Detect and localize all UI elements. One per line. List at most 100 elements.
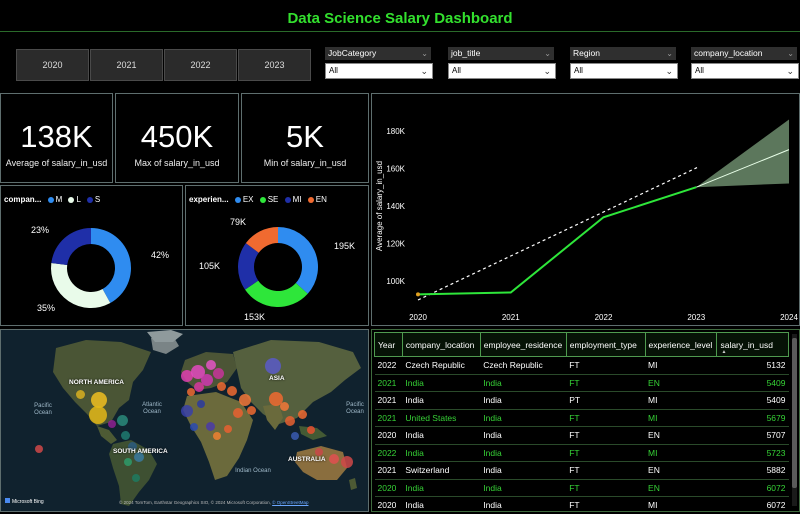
table-scrollbar-thumb[interactable] — [792, 338, 797, 488]
map-bubble[interactable] — [224, 425, 232, 433]
map-bubble[interactable] — [285, 416, 295, 426]
map-bubble[interactable] — [217, 382, 226, 391]
table-row[interactable]: 2022 India India FT MI 5723 — [374, 444, 789, 462]
column-header-employee-residence[interactable]: employee_residence — [479, 332, 567, 357]
map-bubble[interactable] — [341, 456, 353, 468]
map-bubble[interactable] — [124, 458, 132, 466]
year-button-2023[interactable]: 2023 — [238, 49, 311, 81]
experience-label-mi: 105K — [199, 261, 221, 271]
year-button-2022[interactable]: 2022 — [164, 49, 237, 81]
map-bubble[interactable] — [194, 382, 204, 392]
sort-ascending-icon[interactable]: ▲ — [721, 349, 727, 355]
salary-map-panel[interactable]: NORTH AMERICA ASIA SOUTH AMERICA AUSTRAL… — [0, 329, 369, 512]
company-size-slice[interactable] — [50, 262, 111, 308]
world-map[interactable] — [1, 330, 369, 512]
slicer-jobcategory-dropdown[interactable]: All ⌄ — [325, 63, 433, 79]
table-cell: India — [402, 374, 481, 392]
column-header-employment-type[interactable]: employment_type — [565, 332, 646, 357]
legend-dot-en — [307, 196, 314, 203]
experience-slice[interactable] — [238, 243, 259, 290]
table-row[interactable]: 2020 India India FT MI 6072 — [374, 496, 789, 511]
table-cell: India — [480, 479, 567, 497]
table-row[interactable]: 2021 Switzerland India FT EN 5882 — [374, 461, 789, 480]
chevron-down-icon: ⌄ — [786, 66, 794, 76]
map-bubble[interactable] — [329, 454, 339, 464]
year-button-2021[interactable]: 2021 — [90, 49, 163, 81]
map-bubble[interactable] — [181, 405, 193, 417]
slicer-region-dropdown[interactable]: All ⌄ — [570, 63, 678, 79]
column-header-salary[interactable]: salary_in_usd ▲ — [716, 332, 789, 357]
kpi-max-value: 450K — [140, 119, 214, 154]
map-bubble[interactable] — [265, 358, 281, 374]
table-row[interactable]: 2021 India India FT EN 5409 — [374, 374, 789, 392]
map-bubble[interactable] — [91, 392, 107, 408]
salary-trend-chart[interactable]: 100K 120K 140K 160K 180K 2020 2021 2022 2023 2024… — [372, 94, 799, 325]
salary-trend-chart-panel[interactable]: 100K 120K 140K 160K 180K 2020 2021 2022 2023 2024… — [371, 93, 800, 326]
map-bubble[interactable] — [35, 445, 43, 453]
map-bubble[interactable] — [89, 406, 107, 424]
table-cell: 2020 — [374, 426, 403, 445]
experience-slice[interactable] — [245, 280, 308, 307]
openstreetmap-link[interactable]: © OpenStreetMap — [272, 500, 309, 505]
map-bubble[interactable] — [108, 420, 116, 428]
slicer-company-location-dropdown[interactable]: All ⌄ — [691, 63, 799, 79]
map-bubble[interactable] — [206, 422, 215, 431]
experience-donut-panel[interactable]: experien... EX SE MI EN 195K 153K 105K 7… — [185, 185, 369, 326]
table-row[interactable]: 2021 India India PT MI 5409 — [374, 391, 789, 410]
map-bubble[interactable] — [233, 408, 243, 418]
map-bubble[interactable] — [315, 448, 323, 456]
company-size-slice[interactable] — [51, 228, 91, 265]
map-bubble[interactable] — [298, 410, 307, 419]
table-row[interactable]: 2020 India India FT EN 5707 — [374, 426, 789, 445]
company-size-slice[interactable] — [91, 228, 132, 304]
series-start-marker — [416, 292, 420, 297]
map-bubble[interactable] — [291, 432, 299, 440]
company-size-legend: compan... M L S — [4, 195, 101, 204]
company-size-donut-panel[interactable]: compan... M L S 42% 35% 23% — [0, 185, 183, 326]
experience-slice[interactable] — [278, 227, 318, 294]
kpi-card-min[interactable]: 5K Min of salary_in_usd — [241, 93, 369, 183]
table-row[interactable]: 2021 United States India FT MI 5679 — [374, 409, 789, 427]
table-cell: India — [480, 426, 567, 445]
company-size-donut[interactable] — [41, 220, 141, 316]
map-bubble[interactable] — [307, 426, 315, 434]
column-header-experience-level[interactable]: experience_level — [644, 332, 718, 357]
slicer-job-title-dropdown[interactable]: All ⌄ — [448, 63, 556, 79]
column-header-year[interactable]: Year — [374, 332, 403, 357]
map-bubble[interactable] — [132, 474, 140, 482]
kpi-card-max[interactable]: 450K Max of salary_in_usd — [115, 93, 239, 183]
map-bubble[interactable] — [134, 452, 144, 462]
chevron-down-icon: ⌄ — [666, 49, 673, 58]
map-bubble[interactable] — [76, 390, 85, 399]
table-cell: India — [480, 391, 567, 410]
map-bubble[interactable] — [181, 370, 193, 382]
table-row[interactable]: 2020 India India FT EN 6072 — [374, 479, 789, 497]
kpi-card-average[interactable]: 138K Average of salary_in_usd — [0, 93, 113, 183]
map-bubble[interactable] — [227, 386, 237, 396]
table-row[interactable]: 2022 Czech Republic Czech Republic FT MI 5132 — [374, 356, 789, 375]
map-bubble[interactable] — [197, 400, 205, 408]
map-bubble[interactable] — [239, 394, 251, 406]
map-ocean-atlantic: Atlantic Ocean — [142, 402, 162, 415]
map-bubble[interactable] — [121, 431, 130, 440]
table-cell: India — [402, 426, 481, 445]
experience-slice[interactable] — [245, 227, 278, 253]
table-scrollbar[interactable] — [792, 334, 797, 506]
map-bubble[interactable] — [213, 368, 224, 379]
map-bubble[interactable] — [206, 360, 216, 370]
map-bubble[interactable] — [201, 374, 213, 386]
map-bubble[interactable] — [280, 402, 289, 411]
map-bubble[interactable] — [213, 432, 221, 440]
legend-dot-se — [259, 196, 266, 203]
column-header-company-location[interactable]: company_location — [401, 332, 481, 357]
map-bubble[interactable] — [190, 423, 198, 431]
map-bubble[interactable] — [187, 388, 195, 396]
year-button-2020[interactable]: 2020 — [16, 49, 89, 81]
map-bubble[interactable] — [117, 415, 128, 426]
map-bubble[interactable] — [247, 406, 256, 415]
experience-donut[interactable] — [228, 219, 328, 315]
salary-table-panel[interactable]: Year company_location employee_residence… — [371, 329, 800, 512]
map-bubble[interactable] — [128, 442, 137, 451]
map-bubble[interactable] — [269, 392, 283, 406]
x-tick-label: 2022 — [595, 313, 613, 322]
